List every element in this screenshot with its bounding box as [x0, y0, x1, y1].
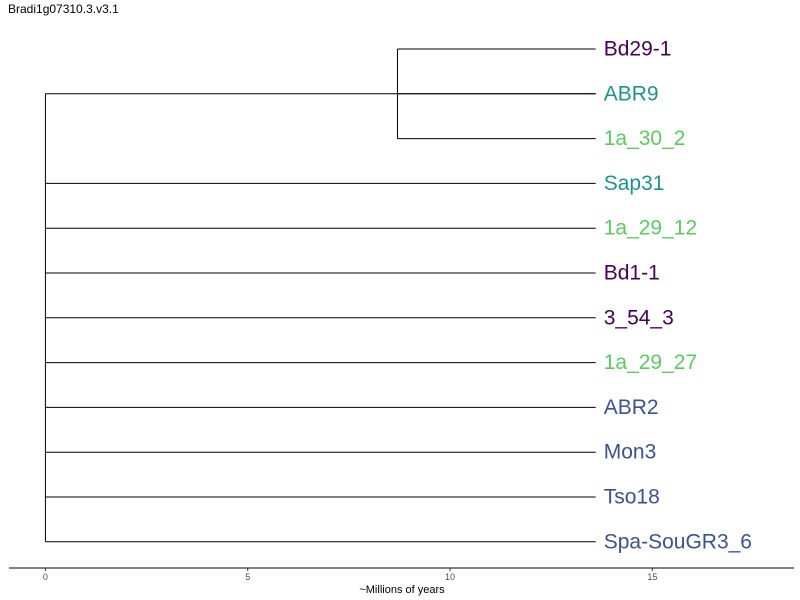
- tip-label: 1a_30_2: [604, 127, 686, 150]
- tip-label: 1a_29_27: [604, 351, 697, 374]
- x-tick-label: 10: [445, 572, 455, 582]
- x-tick-label: 0: [43, 572, 48, 582]
- tip-label: 1a_29_12: [604, 217, 697, 240]
- tip-label: ABR9: [604, 82, 659, 105]
- tip-label: Mon3: [604, 441, 657, 464]
- tip-label: 3_54_3: [604, 306, 674, 329]
- tip-label: Bd1-1: [604, 262, 660, 285]
- x-axis-title: ~Millions of years: [359, 584, 445, 596]
- tip-label: Sap31: [604, 172, 665, 195]
- tip-label: Bd29-1: [604, 38, 672, 61]
- figure-title: Bradi1g07310.3.v3.1: [8, 2, 119, 16]
- tip-label: Spa-SouGR3_6: [604, 530, 752, 553]
- x-tick-label: 5: [245, 572, 250, 582]
- tip-label: Tso18: [604, 486, 660, 509]
- tip-label: ABR2: [604, 396, 659, 419]
- x-tick-label: 15: [647, 572, 657, 582]
